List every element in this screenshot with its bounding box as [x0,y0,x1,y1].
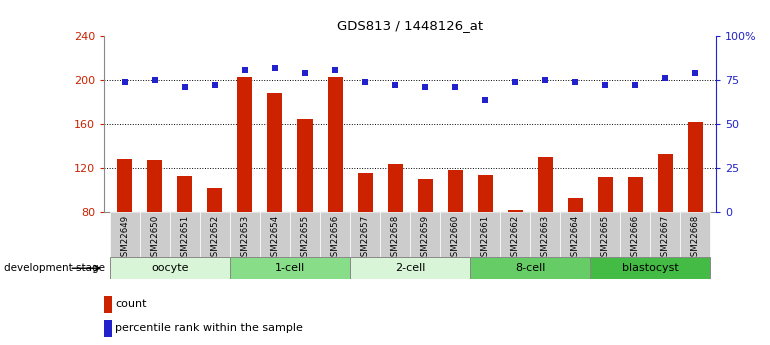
Text: GSM22661: GSM22661 [480,214,490,262]
Bar [470,257,590,279]
Bar [237,77,253,212]
Point [509,79,521,85]
Bar [200,212,230,257]
Text: GSM22660: GSM22660 [450,214,460,262]
Text: GSM22653: GSM22653 [240,214,249,262]
Bar [447,170,463,212]
Text: GSM22655: GSM22655 [300,214,310,262]
Bar [357,172,373,212]
Bar [297,119,313,212]
Bar [170,212,200,257]
Text: GSM22664: GSM22664 [571,214,580,262]
Bar [590,257,710,279]
Bar [658,154,672,212]
Point [359,79,371,85]
Bar [177,176,192,212]
Text: GSM22666: GSM22666 [631,214,640,262]
Point [569,79,581,85]
Bar [688,122,702,212]
Text: development stage: development stage [4,263,105,273]
Bar [380,212,410,257]
Text: GSM22668: GSM22668 [691,214,700,262]
Bar [350,257,470,279]
Bar [230,212,260,257]
Text: GSM22651: GSM22651 [180,214,189,262]
Point [269,65,281,71]
Bar [118,159,132,212]
Bar [620,212,650,257]
Text: 8-cell: 8-cell [515,263,545,273]
Text: GSM22659: GSM22659 [420,214,430,262]
Point [419,85,431,90]
Point [179,85,191,90]
Bar [104,296,112,313]
Point [389,83,401,88]
Bar [650,212,680,257]
Point [449,85,461,90]
Text: GSM22652: GSM22652 [210,214,219,262]
Bar [207,188,223,212]
Point [119,79,131,85]
Bar [628,177,643,212]
Point [689,70,701,76]
Bar [477,175,493,212]
Bar [230,257,350,279]
Point [239,67,251,72]
Bar [140,212,170,257]
Bar [148,160,162,212]
Bar [507,210,523,212]
Point [659,76,671,81]
Bar [327,77,343,212]
Bar [320,212,350,257]
Text: 1-cell: 1-cell [275,263,305,273]
Bar [110,212,140,257]
Bar [470,212,500,257]
Text: GSM22662: GSM22662 [511,214,520,262]
Bar [260,212,290,257]
Text: blastocyst: blastocyst [621,263,678,273]
Bar [560,212,590,257]
Point [329,67,341,72]
Bar [267,93,283,212]
Bar [680,212,710,257]
Bar [290,212,320,257]
Bar [500,212,530,257]
Point [149,77,161,83]
Bar [440,212,470,257]
Bar [417,179,433,212]
Bar [350,212,380,257]
Text: GSM22663: GSM22663 [541,214,550,262]
Text: GSM22657: GSM22657 [360,214,370,262]
Bar [530,212,560,257]
Text: GSM22658: GSM22658 [390,214,400,262]
Bar [110,257,230,279]
Text: percentile rank within the sample: percentile rank within the sample [115,323,303,333]
Bar [410,212,440,257]
Bar [104,320,112,337]
Title: GDS813 / 1448126_at: GDS813 / 1448126_at [337,19,483,32]
Bar [590,212,620,257]
Point [599,83,611,88]
Text: GSM22667: GSM22667 [661,214,670,262]
Bar [387,164,403,212]
Text: GSM22656: GSM22656 [330,214,340,262]
Bar [567,198,583,212]
Text: GSM22650: GSM22650 [150,214,159,262]
Text: GSM22665: GSM22665 [601,214,610,262]
Text: oocyte: oocyte [151,263,189,273]
Text: GSM22649: GSM22649 [120,214,129,262]
Text: count: count [115,299,146,309]
Point [299,70,311,76]
Point [629,83,641,88]
Point [539,77,551,83]
Bar [598,177,613,212]
Text: GSM22654: GSM22654 [270,214,280,262]
Point [479,97,491,102]
Point [209,83,221,88]
Bar [537,157,553,212]
Text: 2-cell: 2-cell [395,263,425,273]
